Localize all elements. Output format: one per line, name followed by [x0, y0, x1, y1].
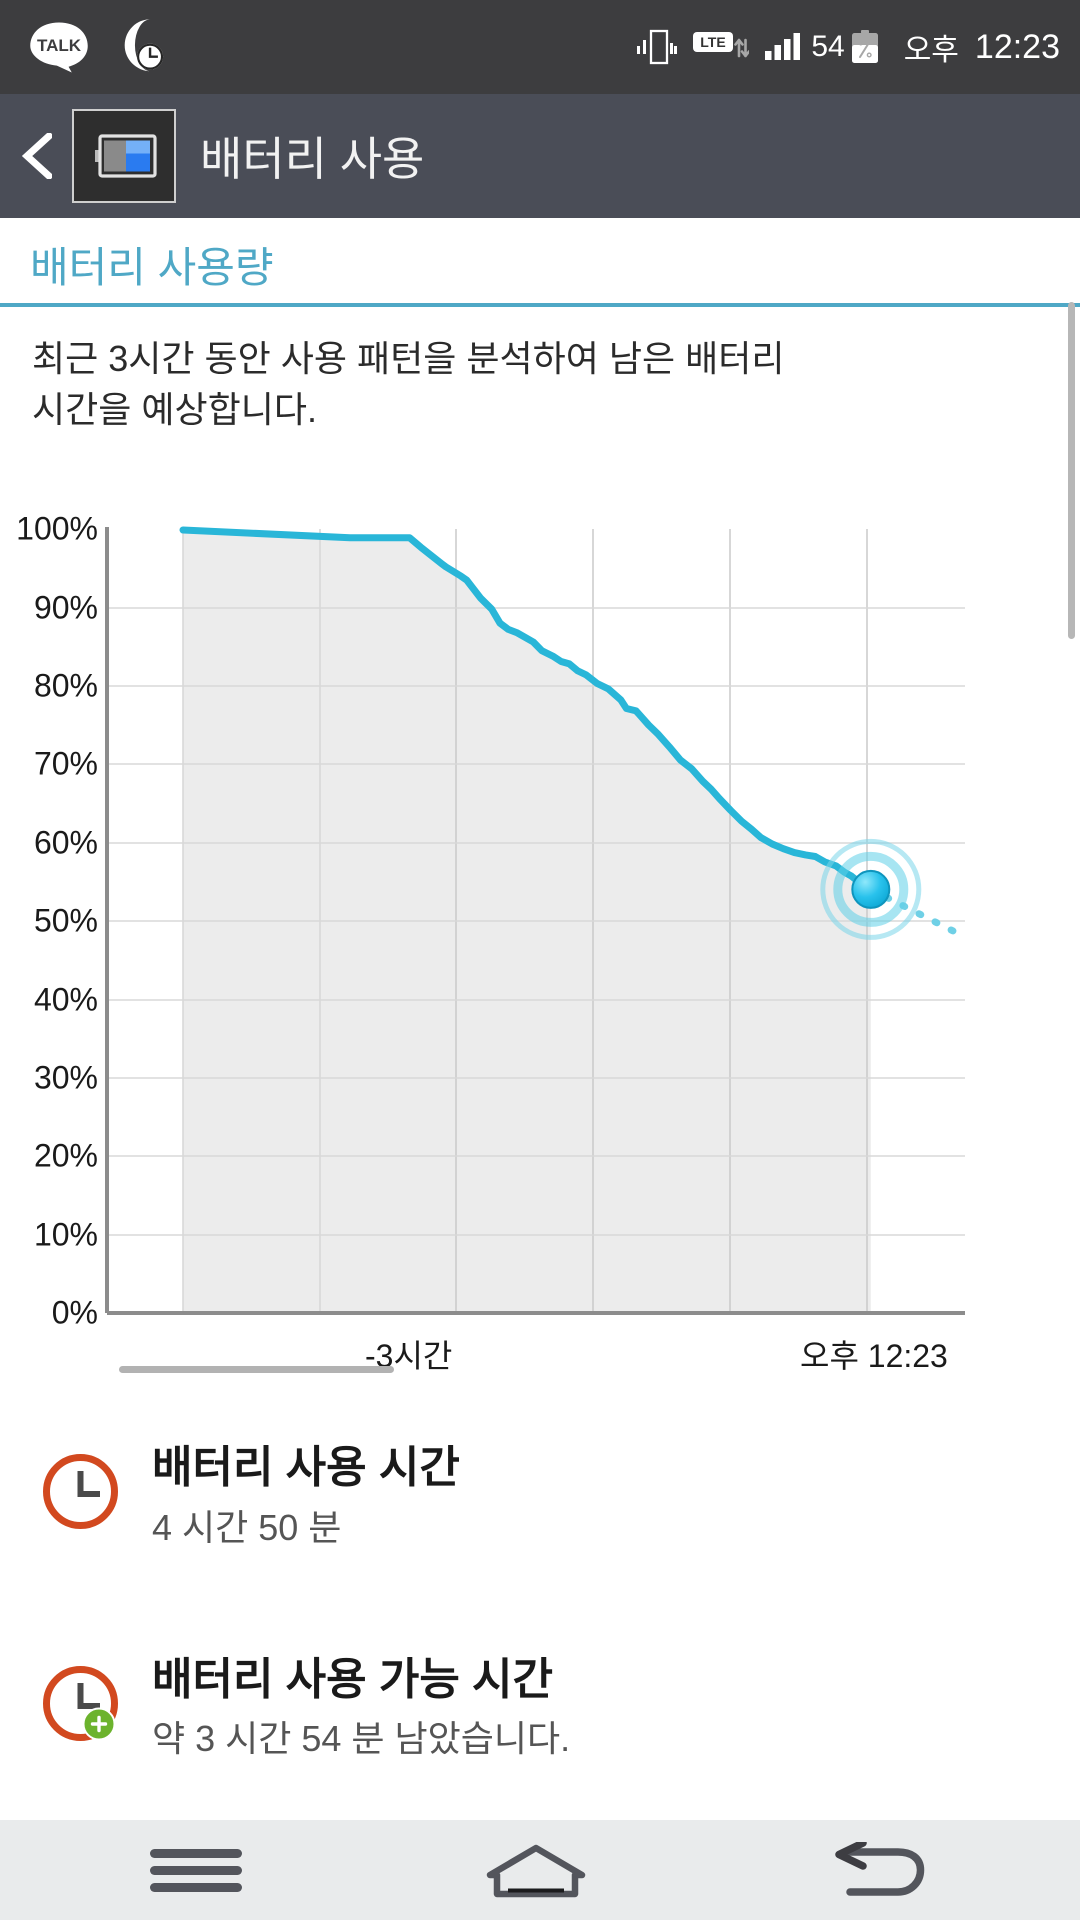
svg-text:LTE: LTE	[701, 34, 726, 50]
svg-text:TALK: TALK	[37, 36, 82, 55]
